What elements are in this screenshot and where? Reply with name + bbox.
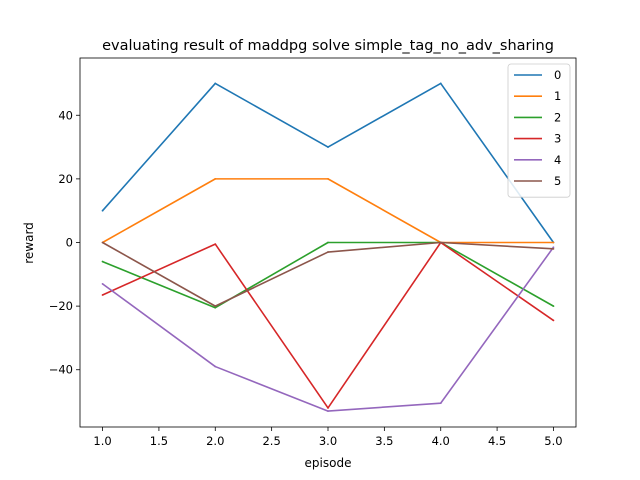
x-tick-label: 2.0 bbox=[206, 434, 224, 448]
x-axis-label: episode bbox=[305, 456, 352, 470]
data-point-series-4 bbox=[327, 410, 329, 412]
y-axis-ticks: −40 −20 0 20 40 bbox=[49, 108, 80, 377]
data-point-series-3 bbox=[327, 407, 329, 409]
data-point-series-0 bbox=[101, 209, 104, 212]
data-point-series-4 bbox=[439, 402, 442, 405]
data-point-series-5 bbox=[214, 305, 217, 308]
legend-label-4: 4 bbox=[554, 153, 561, 167]
axes-frame bbox=[79, 57, 577, 428]
plot-area bbox=[101, 82, 555, 412]
x-tick-label: 3.0 bbox=[319, 434, 337, 448]
data-point-series-5 bbox=[101, 241, 104, 244]
y-tick-label: 0 bbox=[66, 236, 73, 250]
x-tick-label: 3.5 bbox=[375, 434, 393, 448]
legend-label-3: 3 bbox=[554, 132, 561, 146]
data-point-series-2 bbox=[101, 260, 104, 263]
legend-box bbox=[507, 63, 571, 198]
data-point-series-5 bbox=[439, 241, 442, 244]
data-point-series-1 bbox=[552, 241, 555, 244]
data-point-series-3 bbox=[214, 243, 217, 245]
data-point-series-1 bbox=[214, 177, 217, 180]
data-point-series-5 bbox=[552, 247, 555, 250]
x-axis-ticks: 1.0 1.5 2.0 2.5 3.0 3.5 4.0 4.5 5.0 bbox=[93, 427, 563, 448]
data-point-series-3 bbox=[101, 294, 104, 296]
chart-title: evaluating result of maddpg solve simple… bbox=[102, 38, 554, 54]
y-tick-label: −20 bbox=[49, 299, 73, 313]
legend-label-2: 2 bbox=[554, 110, 561, 124]
data-point-series-4 bbox=[552, 246, 555, 249]
y-tick-label: 40 bbox=[58, 108, 73, 122]
data-point-series-0 bbox=[439, 82, 442, 85]
legend-label-0: 0 bbox=[554, 68, 561, 82]
x-tick-label: 5.0 bbox=[544, 434, 562, 448]
data-point-series-4 bbox=[214, 365, 217, 368]
data-point-series-2 bbox=[214, 306, 217, 309]
data-point-series-2 bbox=[327, 241, 329, 244]
data-point-series-1 bbox=[327, 177, 329, 180]
x-tick-label: 1.0 bbox=[93, 434, 111, 448]
legend-label-5: 5 bbox=[554, 174, 561, 188]
data-point-series-5 bbox=[327, 251, 329, 253]
x-tick-label: 4.5 bbox=[488, 434, 506, 448]
y-tick-label: 20 bbox=[58, 172, 73, 186]
x-tick-label: 2.5 bbox=[262, 434, 280, 448]
data-point-series-3 bbox=[552, 319, 555, 322]
legend: 0 1 2 3 4 5 bbox=[507, 63, 571, 198]
data-point-series-0 bbox=[214, 82, 217, 85]
x-tick-label: 1.5 bbox=[150, 434, 168, 448]
legend-label-1: 1 bbox=[554, 89, 561, 103]
y-tick-label: −40 bbox=[49, 363, 73, 377]
data-point-series-2 bbox=[552, 305, 555, 308]
y-axis-label: reward bbox=[22, 222, 36, 264]
data-point-series-0 bbox=[327, 146, 329, 148]
data-point-series-4 bbox=[101, 282, 104, 285]
x-tick-label: 4.0 bbox=[432, 434, 450, 448]
